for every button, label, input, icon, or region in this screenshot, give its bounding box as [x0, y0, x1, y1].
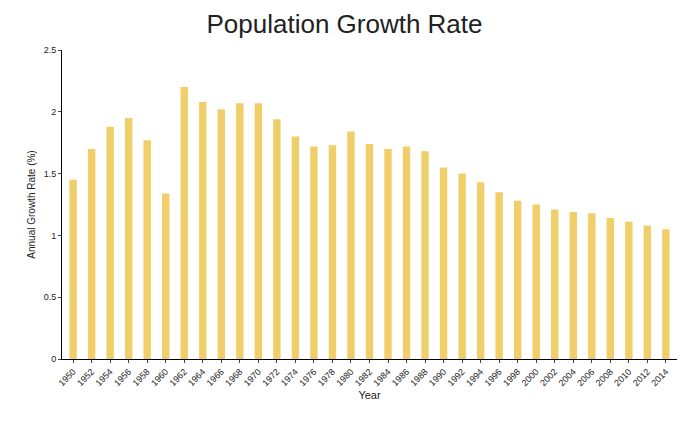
- svg-text:1984: 1984: [371, 367, 392, 388]
- svg-text:1956: 1956: [112, 367, 133, 388]
- svg-text:1954: 1954: [94, 367, 115, 388]
- svg-text:1986: 1986: [390, 367, 411, 388]
- svg-text:0: 0: [51, 354, 56, 364]
- svg-text:1970: 1970: [242, 367, 263, 388]
- svg-text:1994: 1994: [464, 367, 485, 388]
- svg-text:2010: 2010: [612, 367, 633, 388]
- svg-text:1952: 1952: [75, 367, 96, 388]
- svg-text:1966: 1966: [205, 367, 226, 388]
- svg-text:1: 1: [51, 231, 56, 241]
- svg-text:1976: 1976: [297, 367, 318, 388]
- svg-text:2: 2: [51, 107, 56, 117]
- svg-text:1964: 1964: [186, 367, 207, 388]
- svg-text:0.5: 0.5: [44, 292, 57, 302]
- svg-text:1988: 1988: [408, 367, 429, 388]
- svg-text:1958: 1958: [131, 367, 152, 388]
- svg-text:2004: 2004: [557, 367, 578, 388]
- svg-text:1968: 1968: [223, 367, 244, 388]
- svg-text:1.5: 1.5: [44, 169, 57, 179]
- svg-text:Population Growth Rate: Population Growth Rate: [206, 9, 482, 39]
- svg-text:2002: 2002: [538, 367, 559, 388]
- svg-text:1950: 1950: [56, 367, 77, 388]
- svg-text:1992: 1992: [445, 367, 466, 388]
- svg-text:2014: 2014: [649, 367, 670, 388]
- svg-text:2006: 2006: [575, 367, 596, 388]
- svg-text:1982: 1982: [353, 367, 374, 388]
- svg-text:1978: 1978: [316, 367, 337, 388]
- svg-text:1974: 1974: [279, 367, 300, 388]
- svg-text:Year: Year: [358, 389, 381, 401]
- svg-text:2.5: 2.5: [44, 45, 57, 55]
- svg-text:Annual Growth Rate (%): Annual Growth Rate (%): [26, 150, 37, 258]
- svg-text:2008: 2008: [594, 367, 615, 388]
- svg-text:1998: 1998: [501, 367, 522, 388]
- svg-text:2012: 2012: [631, 367, 652, 388]
- svg-text:1980: 1980: [334, 367, 355, 388]
- svg-text:1996: 1996: [483, 367, 504, 388]
- svg-text:1960: 1960: [149, 367, 170, 388]
- svg-text:1972: 1972: [260, 367, 281, 388]
- svg-text:1962: 1962: [168, 367, 189, 388]
- svg-text:2000: 2000: [520, 367, 541, 388]
- svg-text:1990: 1990: [427, 367, 448, 388]
